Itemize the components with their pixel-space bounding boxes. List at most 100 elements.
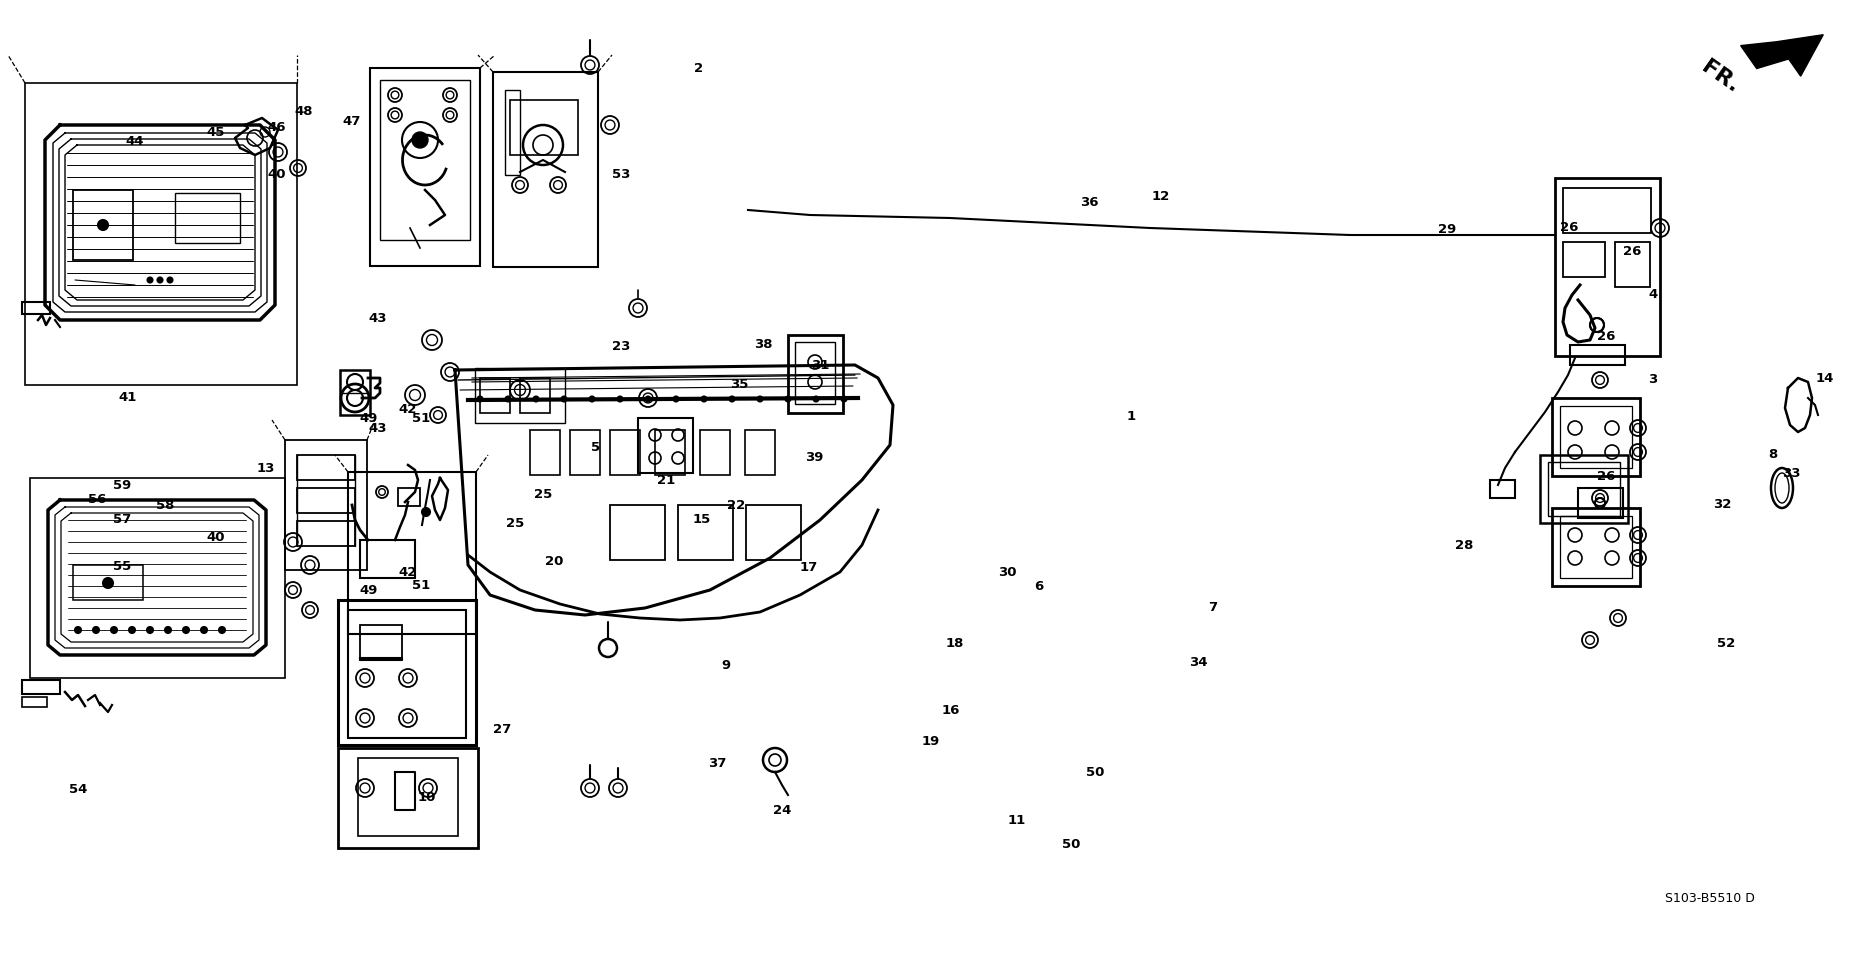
Bar [399, 488, 419, 506]
Bar [788, 335, 842, 413]
Bar [1563, 242, 1604, 277]
Bar [1563, 188, 1651, 233]
Text: 59: 59 [112, 478, 131, 492]
Bar [1559, 516, 1632, 578]
Bar [700, 430, 730, 475]
Circle shape [148, 278, 152, 282]
Bar [747, 505, 801, 560]
Bar [1556, 178, 1660, 356]
Bar [298, 521, 356, 546]
Bar [380, 80, 470, 240]
Text: 41: 41 [118, 390, 137, 404]
Text: FR.: FR. [1698, 57, 1743, 97]
Circle shape [148, 627, 154, 633]
Circle shape [200, 627, 208, 633]
Bar [359, 625, 402, 660]
Text: 11: 11 [1007, 813, 1026, 827]
Text: 58: 58 [155, 499, 174, 512]
Text: 34: 34 [1189, 656, 1207, 669]
Bar [358, 758, 459, 836]
Text: 27: 27 [492, 723, 511, 736]
Text: 33: 33 [1782, 467, 1801, 480]
Bar [371, 68, 479, 266]
Bar [298, 488, 356, 513]
Text: 7: 7 [1209, 601, 1217, 614]
Circle shape [730, 396, 734, 402]
Text: 8: 8 [1769, 448, 1777, 461]
Bar [505, 90, 520, 175]
Circle shape [183, 627, 189, 633]
Circle shape [167, 278, 172, 282]
Polygon shape [1741, 34, 1823, 77]
Text: 37: 37 [708, 757, 726, 770]
Text: 44: 44 [125, 135, 144, 148]
Bar [520, 378, 550, 413]
Circle shape [814, 396, 818, 402]
Text: 45: 45 [206, 125, 225, 139]
Circle shape [505, 396, 511, 402]
Circle shape [421, 508, 431, 516]
Text: 2: 2 [695, 62, 702, 76]
Circle shape [110, 627, 116, 633]
Bar [348, 472, 475, 634]
Text: 19: 19 [921, 735, 940, 748]
Text: 15: 15 [693, 513, 711, 526]
Text: 43: 43 [369, 422, 388, 435]
Text: 24: 24 [773, 804, 792, 817]
Text: 26: 26 [1559, 221, 1578, 234]
Text: 5: 5 [592, 441, 599, 455]
Text: 26: 26 [1597, 470, 1616, 483]
Text: 49: 49 [359, 584, 378, 597]
Text: 21: 21 [657, 474, 676, 487]
Text: 26: 26 [1623, 245, 1642, 258]
Text: 54: 54 [69, 783, 88, 796]
Text: 35: 35 [730, 378, 749, 391]
Circle shape [646, 396, 650, 402]
Bar [174, 193, 240, 243]
Circle shape [219, 627, 225, 633]
Text: 50: 50 [1061, 837, 1080, 851]
Text: 50: 50 [1086, 766, 1104, 779]
Text: 16: 16 [942, 703, 960, 717]
Bar [610, 430, 640, 475]
Text: S103-B5510 D: S103-B5510 D [1664, 892, 1754, 904]
Bar [22, 302, 51, 314]
Text: 23: 23 [612, 340, 631, 353]
Text: 30: 30 [998, 566, 1016, 579]
Text: 51: 51 [412, 579, 431, 592]
Circle shape [103, 578, 112, 588]
Bar [1548, 462, 1619, 516]
Bar [638, 418, 693, 473]
Bar [655, 430, 685, 475]
Bar [22, 697, 47, 707]
Circle shape [75, 627, 80, 633]
Circle shape [165, 627, 170, 633]
Bar [796, 342, 835, 404]
Text: 17: 17 [799, 561, 818, 574]
Circle shape [94, 627, 99, 633]
Text: 22: 22 [726, 499, 745, 512]
Text: 12: 12 [1151, 189, 1170, 203]
Text: 43: 43 [369, 312, 388, 325]
Text: 39: 39 [805, 451, 824, 464]
Bar [1490, 480, 1514, 498]
Bar [479, 378, 509, 413]
Bar [1571, 345, 1625, 365]
Text: 18: 18 [945, 636, 964, 650]
Text: 49: 49 [359, 412, 378, 425]
Text: 26: 26 [1597, 330, 1616, 344]
Text: 46: 46 [268, 121, 286, 134]
Circle shape [97, 220, 109, 230]
Text: 29: 29 [1438, 223, 1456, 236]
Circle shape [702, 396, 706, 402]
Bar [1541, 455, 1629, 523]
Text: 47: 47 [343, 115, 361, 128]
Bar [359, 540, 416, 578]
Bar [530, 430, 560, 475]
Bar [339, 748, 477, 848]
Bar [1616, 242, 1649, 287]
Bar [475, 368, 565, 423]
Text: 40: 40 [206, 531, 225, 545]
Text: 38: 38 [754, 338, 773, 351]
Text: 4: 4 [1649, 288, 1657, 301]
